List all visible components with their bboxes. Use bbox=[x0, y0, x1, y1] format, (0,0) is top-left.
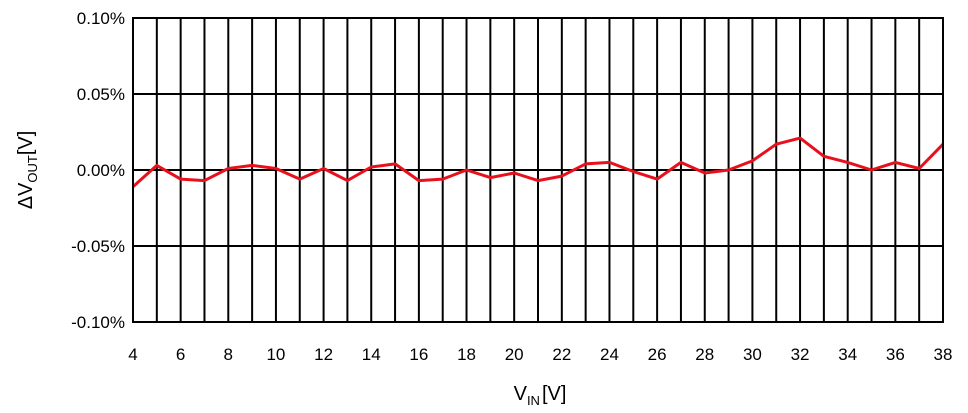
x-tick-labels: 4 6 8 10 12 14 16 18 20 22 24 26 28 30 32 34 36 38 bbox=[128, 345, 952, 364]
y-tick-label: -0.05% bbox=[71, 237, 125, 256]
x-axis-label-unit: [V] bbox=[542, 383, 566, 405]
x-axis-label-main: V bbox=[514, 383, 528, 405]
x-tick-label: 24 bbox=[600, 345, 619, 364]
x-tick-label: 14 bbox=[362, 345, 381, 364]
x-tick-label: 26 bbox=[648, 345, 667, 364]
y-axis-label: ΔVOUT[V] bbox=[15, 131, 40, 210]
series-layer bbox=[131, 136, 945, 188]
x-tick-label: 22 bbox=[552, 345, 571, 364]
y-tick-label: 0.00% bbox=[77, 161, 125, 180]
y-tick-labels: 0.10% 0.05% 0.00% -0.05% -0.10% bbox=[71, 9, 125, 332]
series-line bbox=[131, 136, 945, 188]
plot-area-frame bbox=[132, 17, 944, 323]
x-tick-label: 8 bbox=[224, 345, 233, 364]
x-tick-label: 16 bbox=[409, 345, 428, 364]
y-axis-label-subscript: OUT bbox=[25, 155, 40, 183]
x-tick-label: 18 bbox=[457, 345, 476, 364]
y-tick-label: 0.10% bbox=[77, 9, 125, 28]
x-tick-label: 34 bbox=[838, 345, 857, 364]
x-tick-label: 12 bbox=[314, 345, 333, 364]
y-axis-label-prefix: ΔV bbox=[15, 182, 37, 209]
x-tick-label: 20 bbox=[505, 345, 524, 364]
x-axis-label: VIN [V] bbox=[514, 383, 567, 408]
x-tick-label: 6 bbox=[176, 345, 185, 364]
x-tick-label: 36 bbox=[886, 345, 905, 364]
x-tick-label: 38 bbox=[934, 345, 953, 364]
grid bbox=[133, 18, 943, 322]
x-tick-label: 4 bbox=[128, 345, 137, 364]
x-tick-label: 32 bbox=[791, 345, 810, 364]
x-tick-label: 28 bbox=[695, 345, 714, 364]
y-tick-label: -0.10% bbox=[71, 313, 125, 332]
x-tick-label: 30 bbox=[743, 345, 762, 364]
x-tick-label: 10 bbox=[266, 345, 285, 364]
y-tick-label: 0.05% bbox=[77, 85, 125, 104]
x-axis-label-subscript: IN bbox=[527, 393, 540, 408]
y-axis-label-unit: [V] bbox=[15, 131, 37, 155]
